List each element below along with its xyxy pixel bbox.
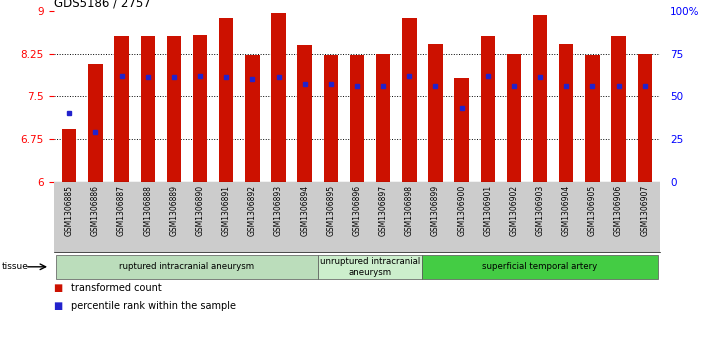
Bar	[428, 44, 443, 182]
Text: ■: ■	[54, 283, 63, 293]
Bar	[638, 54, 652, 182]
Bar	[611, 36, 625, 182]
Bar	[350, 55, 364, 182]
Bar	[271, 13, 286, 182]
Bar	[89, 64, 103, 182]
Bar	[585, 55, 600, 182]
FancyBboxPatch shape	[423, 254, 658, 279]
Text: GSM1306894: GSM1306894	[300, 185, 309, 236]
Text: GSM1306885: GSM1306885	[65, 185, 74, 236]
Text: superficial temporal artery: superficial temporal artery	[483, 262, 598, 271]
Text: GSM1306897: GSM1306897	[378, 185, 388, 236]
Bar	[507, 54, 521, 182]
Text: GSM1306891: GSM1306891	[222, 185, 231, 236]
Bar	[298, 45, 312, 182]
Bar	[323, 55, 338, 182]
Text: ruptured intracranial aneurysm: ruptured intracranial aneurysm	[119, 262, 254, 271]
Bar	[533, 15, 548, 182]
Text: GSM1306905: GSM1306905	[588, 185, 597, 236]
Text: GSM1306902: GSM1306902	[510, 185, 518, 236]
Bar	[193, 35, 207, 182]
Text: GSM1306900: GSM1306900	[457, 185, 466, 236]
Bar	[219, 18, 233, 182]
Bar	[376, 54, 391, 182]
FancyBboxPatch shape	[318, 254, 423, 279]
Text: GSM1306895: GSM1306895	[326, 185, 336, 236]
Text: GSM1306903: GSM1306903	[536, 185, 545, 236]
Text: GSM1306901: GSM1306901	[483, 185, 492, 236]
Bar	[245, 55, 260, 182]
Text: GDS5186 / 2757: GDS5186 / 2757	[54, 0, 151, 10]
Text: GSM1306886: GSM1306886	[91, 185, 100, 236]
Text: GSM1306907: GSM1306907	[640, 185, 649, 236]
FancyBboxPatch shape	[56, 254, 318, 279]
Bar	[114, 36, 129, 182]
Bar	[559, 44, 573, 182]
Bar	[481, 36, 495, 182]
Bar	[402, 18, 416, 182]
Text: GSM1306898: GSM1306898	[405, 185, 414, 236]
Text: GSM1306896: GSM1306896	[353, 185, 361, 236]
Text: GSM1306906: GSM1306906	[614, 185, 623, 236]
Text: GSM1306892: GSM1306892	[248, 185, 257, 236]
Text: unruptured intracranial
aneurysm: unruptured intracranial aneurysm	[320, 257, 421, 277]
Text: GSM1306887: GSM1306887	[117, 185, 126, 236]
Bar	[166, 36, 181, 182]
Bar	[454, 78, 469, 182]
Text: GSM1306904: GSM1306904	[562, 185, 570, 236]
Text: GSM1306888: GSM1306888	[144, 185, 152, 236]
Text: GSM1306889: GSM1306889	[169, 185, 178, 236]
Text: GSM1306893: GSM1306893	[274, 185, 283, 236]
Text: transformed count: transformed count	[71, 283, 162, 293]
Text: percentile rank within the sample: percentile rank within the sample	[71, 301, 236, 311]
Text: ■: ■	[54, 301, 63, 311]
Text: GSM1306890: GSM1306890	[196, 185, 204, 236]
Bar	[62, 129, 76, 182]
Text: tissue: tissue	[2, 262, 29, 271]
Text: GSM1306899: GSM1306899	[431, 185, 440, 236]
Bar	[141, 36, 155, 182]
